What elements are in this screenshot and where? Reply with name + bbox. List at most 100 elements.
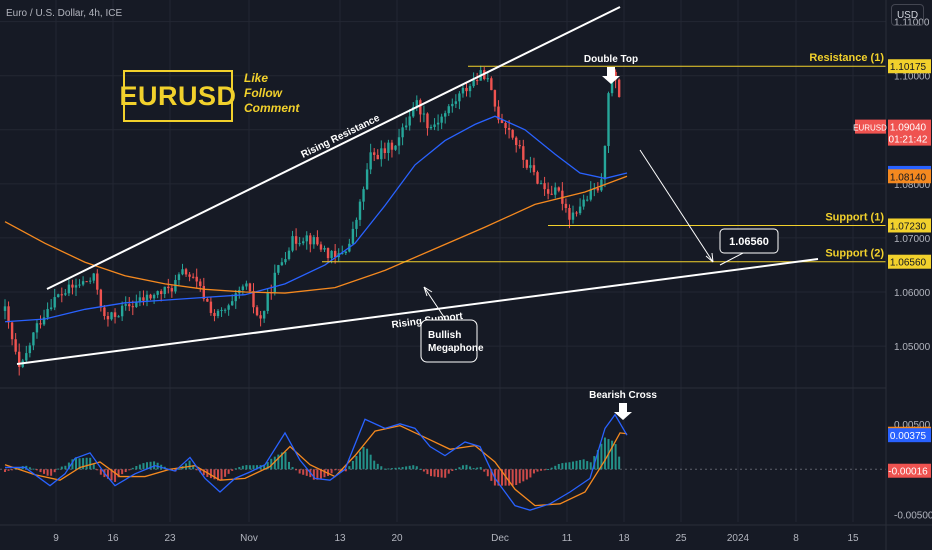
- time-tick-label: 13: [334, 533, 346, 544]
- histogram-bar: [589, 462, 592, 470]
- candle-body: [131, 306, 134, 308]
- time-tick-label: 8: [793, 533, 799, 544]
- candle-body: [35, 323, 39, 333]
- callout-box: [420, 319, 478, 363]
- histogram-bar: [518, 469, 521, 484]
- symbol-badge-text: EURUSD: [853, 124, 887, 133]
- price-badge-text: 1.09040: [890, 123, 927, 134]
- projection-arrow: [639, 149, 714, 263]
- double-top-arrow-icon: [602, 67, 620, 84]
- histogram-bar: [302, 469, 305, 475]
- histogram-bar: [43, 469, 46, 474]
- candle-body: [18, 351, 21, 367]
- histogram-bar: [557, 463, 560, 470]
- histogram-bar: [11, 469, 14, 471]
- histogram-bar: [67, 462, 70, 470]
- histogram-bar: [131, 467, 134, 470]
- histogram-bar: [75, 457, 77, 470]
- histogram-bar: [422, 469, 425, 472]
- candle-body: [106, 316, 110, 320]
- candle-body: [589, 189, 592, 200]
- histogram-bar: [614, 444, 617, 470]
- histogram-bar: [188, 460, 191, 470]
- candle-body: [486, 78, 489, 80]
- callout-pointer: [423, 286, 447, 321]
- bullish-megaphone-callout: Bullish Megaphone: [420, 286, 484, 363]
- candle-body: [578, 206, 582, 214]
- histogram-bar: [540, 469, 543, 471]
- histogram-bar: [177, 468, 180, 470]
- histogram-bar: [483, 469, 486, 472]
- histogram-bar: [138, 464, 141, 470]
- histogram-bar: [440, 469, 443, 478]
- price-axis: [886, 0, 932, 550]
- histogram-bar: [575, 460, 578, 470]
- histogram-bar: [444, 469, 447, 478]
- histogram-bar: [231, 469, 234, 471]
- candle-body: [92, 273, 95, 281]
- histogram-bar: [114, 469, 117, 482]
- histogram-bar: [224, 469, 227, 477]
- histogram-bar: [344, 469, 347, 472]
- histogram-bar: [362, 447, 365, 470]
- candle-body: [408, 116, 411, 126]
- candle-body: [532, 165, 536, 173]
- histogram-bar: [273, 456, 276, 470]
- candle-body: [401, 127, 404, 138]
- histogram-bar: [522, 469, 525, 482]
- histogram-bar: [64, 465, 67, 470]
- time-tick-label: 16: [107, 533, 119, 544]
- macd-badge-text: -0.00016: [888, 467, 928, 478]
- candle-body: [383, 148, 387, 153]
- candle-body: [220, 309, 223, 311]
- price-badge: [888, 254, 931, 269]
- cta-follow: Follow: [244, 86, 282, 100]
- histogram-bar: [465, 464, 468, 470]
- candle-body: [546, 189, 550, 194]
- candle-body: [319, 244, 323, 250]
- price-badge-text: 1.10175: [890, 62, 927, 73]
- candle-body: [344, 251, 347, 254]
- histogram-bar: [611, 440, 614, 470]
- candle-body: [554, 187, 557, 195]
- candle-body: [227, 305, 230, 310]
- histogram-bar: [89, 457, 92, 470]
- candle-body: [32, 332, 35, 346]
- time-tick-label: 2024: [727, 533, 750, 544]
- candle-body: [191, 276, 195, 278]
- price-badge: [888, 169, 931, 184]
- currency-button[interactable]: USD: [891, 4, 924, 26]
- histogram-bar: [564, 462, 567, 470]
- histogram-bar: [348, 466, 351, 470]
- histogram-bar: [245, 465, 248, 470]
- histogram-bar: [426, 469, 429, 475]
- macd-tick-label: 0.00500: [894, 420, 931, 431]
- candle-body: [74, 285, 78, 288]
- candle-body: [57, 294, 60, 298]
- histogram-bar: [330, 469, 333, 474]
- candle-body: [490, 78, 493, 91]
- candle-body: [277, 265, 280, 273]
- symbol-badge: [855, 119, 886, 134]
- histogram-bar: [405, 466, 408, 470]
- histogram-bar: [529, 469, 532, 478]
- projection-arrowhead: [705, 252, 714, 263]
- histogram-bar: [398, 467, 401, 470]
- target-pointer: [719, 251, 746, 266]
- candle-body: [458, 93, 461, 102]
- candle-body: [351, 228, 355, 244]
- candle-body: [28, 345, 32, 354]
- histogram-bar: [18, 467, 21, 470]
- grid: [0, 0, 886, 522]
- candle-body: [536, 172, 539, 184]
- histogram-bar: [288, 461, 290, 470]
- histogram-bar: [394, 467, 397, 470]
- histogram-bar: [486, 469, 489, 477]
- candle-body: [284, 259, 287, 263]
- price-tick-label: 1.05000: [894, 342, 931, 353]
- candle-body: [287, 250, 291, 260]
- candle-body: [376, 154, 379, 160]
- candle-body: [42, 317, 46, 325]
- price-badge: [888, 218, 931, 233]
